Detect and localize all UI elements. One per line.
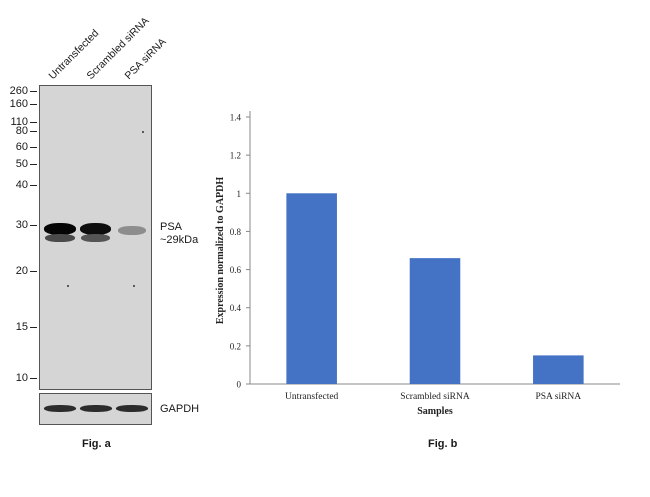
bar-scrambled-sirna bbox=[409, 258, 461, 384]
mw-marker-tick bbox=[30, 225, 37, 226]
gapdh-band-untransfected bbox=[44, 405, 76, 412]
psa-band-size-label: ~29kDa bbox=[160, 234, 199, 246]
y-tick-label: 0.2 bbox=[230, 341, 241, 351]
x-tick-label: Scrambled siRNA bbox=[400, 392, 470, 402]
bar-psa-sirna bbox=[533, 355, 584, 384]
mw-marker-label: 160 bbox=[9, 98, 28, 110]
x-axis-tick-labels: Untransfected Scrambled siRNA PSA siRNA bbox=[285, 391, 581, 402]
x-tick-label: Untransfected bbox=[285, 391, 339, 402]
mw-marker-label: 260 bbox=[9, 85, 28, 97]
y-axis-ticks: 0 0.2 0.4 0.6 0.8 1 1.2 1.4 bbox=[230, 113, 250, 390]
blot-speck bbox=[142, 131, 144, 133]
mw-marker-label: 20 bbox=[15, 265, 28, 277]
mw-marker-tick bbox=[30, 122, 37, 123]
mw-marker-label: 50 bbox=[15, 158, 28, 170]
psa-band-scrambled-sirna bbox=[80, 223, 111, 235]
y-tick-label: 0.4 bbox=[230, 303, 242, 313]
mw-marker-tick bbox=[30, 147, 37, 148]
gapdh-blot-strip bbox=[39, 393, 152, 425]
mw-marker-label: 80 bbox=[15, 125, 28, 137]
blot-speck bbox=[67, 285, 69, 287]
y-axis-title: Expression normalized to GAPDH bbox=[215, 177, 226, 325]
y-tick-label: 0.6 bbox=[230, 265, 242, 275]
y-tick-label: 0 bbox=[237, 380, 242, 390]
psa-lower-band-scrambled-sirna bbox=[81, 234, 110, 242]
mw-marker-tick bbox=[30, 271, 37, 272]
mw-marker-tick bbox=[30, 378, 37, 379]
y-tick-label: 1 bbox=[237, 189, 242, 199]
mw-marker-label: 60 bbox=[15, 141, 28, 153]
gapdh-band-psa-sirna bbox=[116, 405, 148, 412]
y-tick-label: 1.2 bbox=[230, 151, 241, 161]
mw-marker-label: 110 bbox=[10, 116, 28, 128]
bar-untransfected bbox=[286, 193, 337, 384]
expression-bar-chart: 0 0.2 0.4 0.6 0.8 1 1.2 1.4 Untransfected Scramb… bbox=[215, 111, 620, 417]
psa-band-psa-sirna bbox=[118, 226, 146, 235]
bar-series bbox=[286, 193, 584, 384]
y-tick-label: 1.4 bbox=[230, 113, 242, 123]
mw-marker-tick bbox=[30, 104, 37, 105]
y-tick-label: 0.8 bbox=[230, 227, 242, 237]
x-axis-title: Samples bbox=[417, 406, 453, 417]
mw-marker-tick bbox=[30, 164, 37, 165]
gapdh-label: GAPDH bbox=[160, 403, 200, 415]
x-tick-label: PSA siRNA bbox=[535, 392, 581, 402]
gapdh-band-scrambled-sirna bbox=[80, 405, 112, 412]
mw-marker-label: 40 bbox=[15, 179, 28, 191]
lane-label-scrambled-sirna: Scrambled siRNA bbox=[84, 14, 152, 82]
mw-marker-label: 30 bbox=[15, 219, 28, 231]
psa-band-untransfected bbox=[44, 223, 76, 235]
mw-marker-tick bbox=[30, 327, 37, 328]
psa-band-label: PSA bbox=[160, 221, 183, 233]
mw-marker-label: 15 bbox=[15, 321, 28, 333]
mw-marker-tick bbox=[30, 131, 37, 132]
blot-membrane bbox=[39, 85, 152, 390]
blot-speck bbox=[133, 285, 135, 287]
mw-marker-tick bbox=[30, 91, 37, 92]
fig-a-caption: Fig. a bbox=[82, 438, 111, 450]
fig-b-caption: Fig. b bbox=[428, 438, 458, 450]
mw-marker-tick bbox=[30, 185, 37, 186]
mw-marker-label: 10 bbox=[15, 372, 28, 384]
psa-lower-band-untransfected bbox=[45, 234, 75, 242]
